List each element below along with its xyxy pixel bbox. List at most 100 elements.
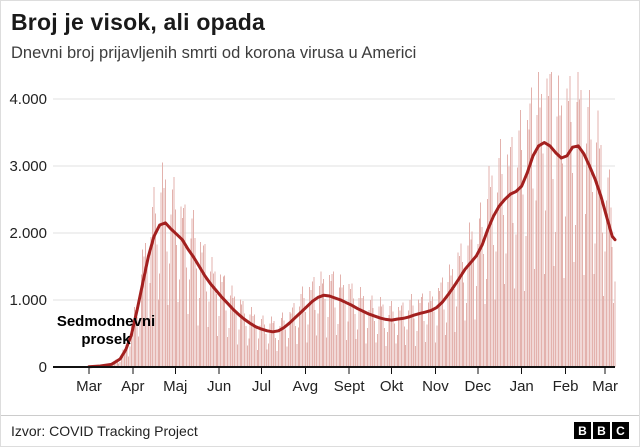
daily-deaths-bar [474,319,476,368]
daily-deaths-bar [166,251,168,368]
daily-deaths-bar [440,282,442,368]
daily-deaths-bar [225,310,227,368]
daily-deaths-bar [273,321,275,368]
source-label: Izvor: COVID Tracking Project [11,422,198,439]
daily-deaths-bar [276,351,278,368]
chart-header: Broj je visok, ali opada Dnevni broj pri… [1,1,639,64]
daily-deaths-bar [188,279,190,368]
x-axis-label: Maj [163,378,187,395]
daily-deaths-bar [361,298,363,368]
daily-deaths-bar [399,310,401,368]
daily-deaths-bar [498,158,500,368]
daily-deaths-bar [434,342,436,368]
daily-deaths-bar [362,296,364,368]
daily-deaths-bar [562,163,564,368]
daily-deaths-bar [586,143,588,368]
daily-deaths-bar [286,346,288,368]
daily-deaths-bar [153,187,155,368]
daily-deaths-bar [549,73,551,368]
daily-deaths-bar [351,283,353,368]
daily-deaths-bar [466,302,468,368]
daily-deaths-bar [386,331,388,368]
daily-deaths-bar [236,344,238,368]
daily-deaths-bar [475,286,477,368]
daily-deaths-bar [358,297,360,368]
y-axis-label: 0 [39,359,47,376]
daily-deaths-bar [146,264,148,368]
daily-deaths-bar [494,299,496,368]
daily-deaths-bar [470,239,472,368]
daily-deaths-bar [160,192,162,368]
x-axis-label: Jul [252,378,271,395]
chart-title: Broj je visok, ali opada [11,9,266,35]
daily-deaths-bar [280,317,282,368]
daily-deaths-bar [410,294,412,368]
daily-deaths-bar [579,99,581,368]
daily-deaths-bar [518,130,520,368]
daily-deaths-bar [408,310,410,368]
daily-deaths-bar [419,302,421,368]
daily-deaths-bar [584,214,586,368]
daily-deaths-bar [323,279,325,368]
daily-deaths-bar [130,324,132,368]
daily-deaths-bar [573,262,575,368]
daily-deaths-bar [270,316,272,368]
x-axis-label: Feb [553,378,579,395]
daily-deaths-bar [396,334,398,368]
daily-deaths-bar [426,324,428,368]
daily-deaths-bar [318,286,320,368]
daily-deaths-bar [334,307,336,368]
daily-deaths-bar [359,287,361,368]
daily-deaths-bar [594,243,596,368]
daily-deaths-bar [487,198,489,368]
daily-deaths-bar [217,336,219,368]
daily-deaths-bar [262,315,264,368]
daily-deaths-bar [297,327,299,368]
daily-deaths-bar [239,299,241,368]
daily-deaths-bar [259,325,261,368]
daily-deaths-bar [163,187,165,368]
daily-deaths-bar [173,177,175,368]
daily-deaths-bar [598,148,600,368]
daily-deaths-bar [569,75,571,368]
daily-deaths-bar [478,218,480,368]
daily-deaths-bar [456,306,458,368]
annotation-label: Sedmodnevni [57,313,155,330]
daily-deaths-bar [457,252,459,368]
daily-deaths-bar [610,207,612,368]
daily-deaths-bar [211,257,213,368]
daily-deaths-bar [350,289,352,368]
daily-deaths-bar [181,218,183,368]
daily-deaths-bar [606,200,608,368]
daily-deaths-bar [205,291,207,368]
daily-deaths-bar [529,103,531,368]
daily-deaths-bar [122,349,124,368]
daily-deaths-bar [538,72,540,368]
daily-deaths-bar [195,268,197,368]
daily-deaths-bar [508,166,510,368]
daily-deaths-bar [553,265,555,368]
daily-deaths-bar [248,338,250,368]
daily-deaths-bar [290,313,292,368]
daily-deaths-bar [559,115,561,368]
daily-deaths-bar [307,324,309,368]
daily-deaths-bar [333,271,335,368]
daily-deaths-bar [348,283,350,368]
daily-deaths-bar [543,274,545,368]
daily-deaths-bar [473,260,475,368]
daily-deaths-bar [532,188,534,368]
daily-deaths-bar [591,192,593,368]
daily-deaths-bar [355,338,357,368]
daily-deaths-bar [422,293,424,368]
daily-deaths-bar [385,346,387,368]
daily-deaths-bar [252,315,254,368]
daily-deaths-bar [328,275,330,368]
daily-deaths-bar [299,306,301,368]
daily-deaths-bar [302,286,304,368]
bbc-logo-block: C [612,422,629,439]
daily-deaths-bar [232,298,234,368]
daily-deaths-bar [293,303,295,368]
daily-deaths-bar [416,330,418,368]
daily-deaths-bar [446,322,448,368]
daily-deaths-bar [540,94,542,368]
